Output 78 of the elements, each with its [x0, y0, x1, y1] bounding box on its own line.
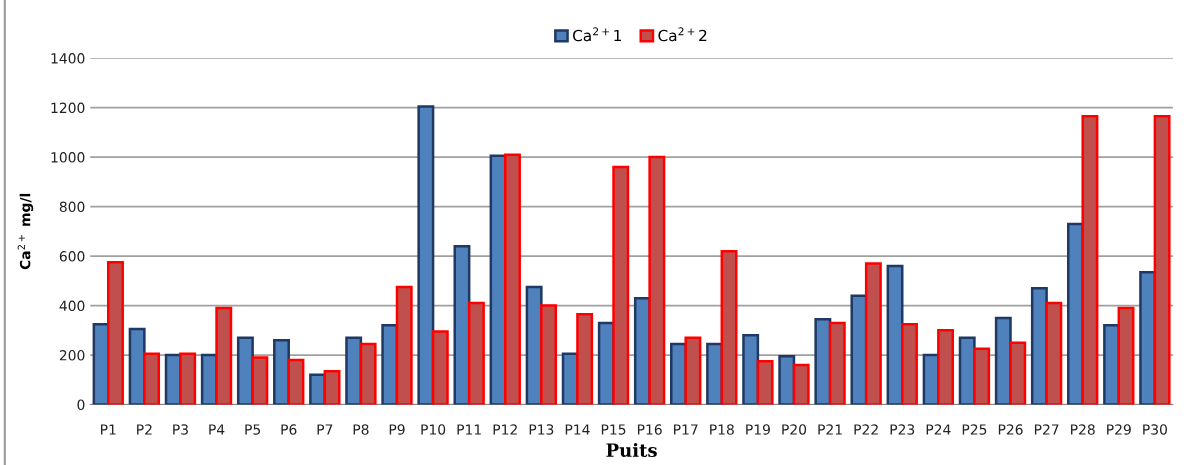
bar	[504, 153, 521, 405]
bar	[612, 165, 630, 405]
y-axis-title: Ca$^{2+}$ mg/l	[17, 193, 34, 270]
bar	[684, 336, 702, 405]
bar	[431, 330, 449, 405]
x-tick-label: P30	[1143, 424, 1167, 435]
x-tick-label: P11	[457, 424, 481, 435]
bar	[886, 264, 904, 405]
x-axis-title: Puits	[606, 442, 657, 457]
bar	[1009, 341, 1027, 405]
y-tick-label: 1200	[51, 102, 85, 114]
bar	[453, 244, 471, 405]
x-tick-label: P13	[529, 424, 554, 435]
bar	[901, 322, 918, 405]
x-tick-label: P26	[998, 424, 1023, 435]
y-tick-label: 200	[59, 350, 85, 361]
y-tick-label: 0	[77, 399, 85, 411]
bar	[778, 355, 796, 405]
x-tick-label: P28	[1071, 424, 1095, 435]
bar	[828, 321, 846, 405]
x-tick-label: P3	[173, 424, 188, 435]
x-tick-label: P12	[493, 424, 517, 435]
bar	[1153, 115, 1171, 405]
x-tick-label: P9	[389, 424, 405, 435]
x-tick-label: P29	[1107, 424, 1131, 435]
bar	[107, 261, 124, 405]
bar	[1117, 306, 1135, 405]
x-tick-label: P2	[137, 424, 152, 435]
bar	[467, 301, 485, 405]
bar	[792, 363, 810, 405]
bar	[648, 155, 666, 405]
x-tick-label: P21	[818, 424, 842, 435]
legend-label: Ca$^{2+}$2	[658, 27, 707, 42]
x-tick-label: P22	[854, 424, 878, 435]
x-tick-label: P10	[421, 424, 446, 435]
bar	[720, 249, 738, 405]
bar	[395, 285, 413, 405]
x-tick-label: P20	[782, 424, 807, 435]
y-tick-label: 600	[59, 251, 85, 262]
x-tick-label: P27	[1034, 424, 1059, 435]
bar	[937, 329, 955, 405]
x-tick-label: P19	[746, 424, 770, 435]
x-tick-label: P15	[601, 424, 626, 435]
bar	[215, 306, 233, 405]
y-tick-label: 400	[59, 300, 85, 312]
bar	[1045, 301, 1063, 405]
x-tick-label: P8	[353, 424, 369, 435]
bar	[251, 356, 269, 405]
x-tick-label: P25	[962, 424, 987, 435]
bar	[576, 312, 594, 405]
x-tick-label: P7	[317, 424, 333, 435]
y-tick-label: 800	[59, 201, 85, 213]
bar	[742, 334, 760, 405]
y-tick-label: 1400	[51, 53, 85, 64]
bar	[417, 105, 435, 405]
bar	[143, 352, 161, 405]
bar	[756, 360, 774, 405]
x-tick-label: P6	[281, 424, 297, 435]
y-tick-label: 1000	[51, 152, 85, 163]
bar	[1081, 115, 1099, 405]
x-tick-label: P18	[710, 424, 734, 435]
bar	[323, 369, 341, 405]
bar	[864, 262, 882, 405]
legend-label: Ca$^{2+}$1	[573, 27, 621, 42]
bar	[287, 358, 305, 405]
x-tick-label: P23	[890, 424, 915, 435]
x-tick-label: P4	[209, 424, 225, 435]
x-tick-label: P14	[565, 424, 590, 435]
bar	[345, 336, 363, 405]
x-tick-label: P24	[926, 424, 951, 435]
x-tick-label: P5	[245, 424, 261, 435]
bar	[179, 352, 197, 405]
bar	[973, 347, 991, 405]
x-tick-label: P16	[637, 424, 662, 435]
bar	[359, 342, 377, 405]
x-tick-label: P17	[674, 424, 698, 435]
x-tick-label: P1	[101, 424, 116, 435]
bar	[540, 304, 558, 405]
